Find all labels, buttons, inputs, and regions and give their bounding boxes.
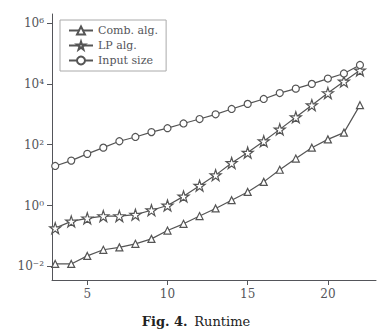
svg-text:10²: 10² <box>24 138 44 152</box>
svg-text:Input size: Input size <box>98 54 153 67</box>
svg-text:15: 15 <box>240 287 255 301</box>
svg-text:20: 20 <box>320 287 335 301</box>
svg-text:Fig. 4.: Fig. 4. <box>142 314 188 329</box>
svg-text:10⁴: 10⁴ <box>24 77 44 91</box>
svg-text:5: 5 <box>83 287 91 301</box>
svg-text:Comb. alg.: Comb. alg. <box>98 24 158 37</box>
svg-text:10⁶: 10⁶ <box>24 16 44 30</box>
svg-text:LP alg.: LP alg. <box>98 39 137 52</box>
svg-text:Runtime: Runtime <box>194 314 250 329</box>
svg-text:10⁻²: 10⁻² <box>18 259 45 273</box>
svg-text:10⁰: 10⁰ <box>24 199 44 213</box>
svg-text:10: 10 <box>160 287 175 301</box>
